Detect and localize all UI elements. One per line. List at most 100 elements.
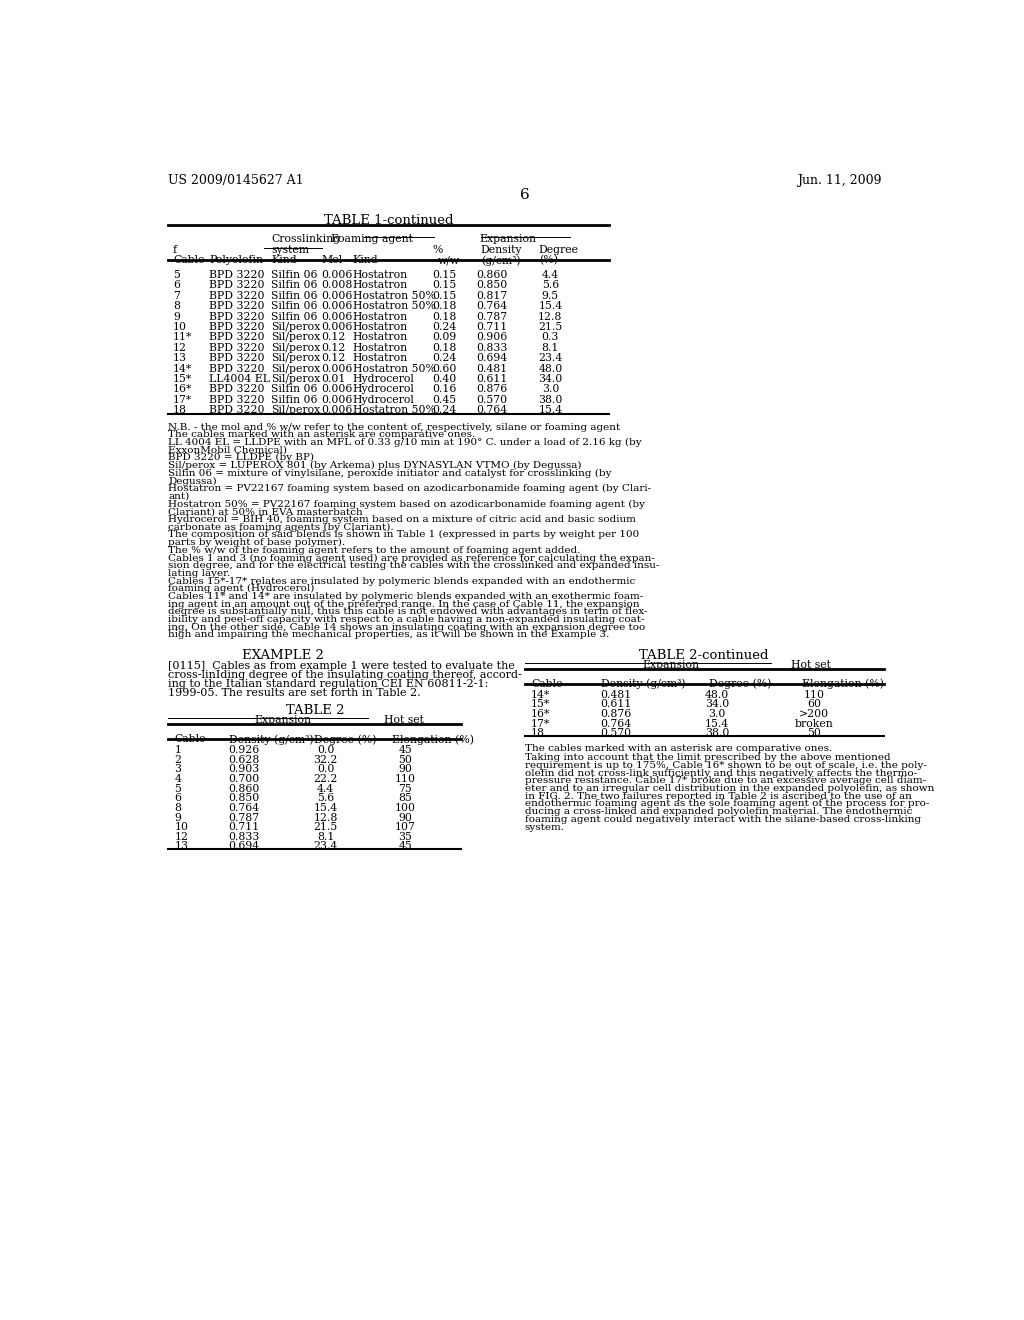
- Text: 8.1: 8.1: [542, 343, 559, 352]
- Text: 34.0: 34.0: [539, 374, 562, 384]
- Text: 0.60: 0.60: [432, 363, 457, 374]
- Text: The cables marked with an asterisk are comparative ones.: The cables marked with an asterisk are c…: [524, 744, 833, 752]
- Text: 0.45: 0.45: [432, 395, 457, 405]
- Text: Silfin 06: Silfin 06: [271, 301, 317, 312]
- Text: 12: 12: [174, 832, 188, 842]
- Text: 4.4: 4.4: [317, 784, 334, 793]
- Text: 0.926: 0.926: [228, 744, 260, 755]
- Text: 5: 5: [173, 271, 180, 280]
- Text: 10: 10: [173, 322, 187, 333]
- Text: Silfin 06: Silfin 06: [271, 290, 317, 301]
- Text: 23.4: 23.4: [313, 841, 338, 851]
- Text: 0.006: 0.006: [322, 363, 353, 374]
- Text: 15.4: 15.4: [539, 301, 562, 312]
- Text: 0.764: 0.764: [477, 405, 508, 416]
- Text: Hostatron: Hostatron: [352, 354, 408, 363]
- Text: pressure resistance. Cable 17* broke due to an excessive average cell diam-: pressure resistance. Cable 17* broke due…: [524, 776, 926, 785]
- Text: The composition of said blends is shown in Table 1 (expressed in parts by weight: The composition of said blends is shown …: [168, 531, 640, 540]
- Text: 9: 9: [174, 813, 181, 822]
- Text: 18: 18: [531, 729, 545, 738]
- Text: Degree (%): Degree (%): [710, 678, 772, 689]
- Text: BPD 3220: BPD 3220: [209, 333, 265, 342]
- Text: 100: 100: [395, 803, 416, 813]
- Text: 0.694: 0.694: [228, 841, 260, 851]
- Text: 0.0: 0.0: [317, 764, 334, 775]
- Text: 0.764: 0.764: [601, 718, 632, 729]
- Text: ing. On the other side, Cable 14 shows an insulating coating with an expansion d: ing. On the other side, Cable 14 shows a…: [168, 623, 645, 632]
- Text: ing to the Italian standard regulation CEI EN 60811-2-1:: ing to the Italian standard regulation C…: [168, 678, 488, 689]
- Text: BPD 3220 = LLDPE (by BP): BPD 3220 = LLDPE (by BP): [168, 453, 314, 462]
- Text: 0.876: 0.876: [601, 709, 632, 719]
- Text: 38.0: 38.0: [539, 395, 562, 405]
- Text: Hostatron: Hostatron: [352, 333, 408, 342]
- Text: Hydrocerol: Hydrocerol: [352, 384, 415, 395]
- Text: Silfin 06: Silfin 06: [271, 384, 317, 395]
- Text: Hot set: Hot set: [791, 660, 830, 669]
- Text: 0.16: 0.16: [432, 384, 457, 395]
- Text: Hot set: Hot set: [384, 715, 424, 725]
- Text: 2: 2: [174, 755, 181, 764]
- Text: 90: 90: [398, 813, 413, 822]
- Text: Density: Density: [480, 244, 522, 255]
- Text: 0.764: 0.764: [477, 301, 508, 312]
- Text: Hostatron 50% = PV22167 foaming system based on azodicarbonamide foaming agent (: Hostatron 50% = PV22167 foaming system b…: [168, 499, 645, 508]
- Text: LL4004 EL: LL4004 EL: [209, 374, 270, 384]
- Text: 0.006: 0.006: [322, 290, 353, 301]
- Text: 0.611: 0.611: [476, 374, 508, 384]
- Text: ExxonMobil Chemical): ExxonMobil Chemical): [168, 446, 288, 454]
- Text: 8: 8: [173, 301, 180, 312]
- Text: 0.006: 0.006: [322, 322, 353, 333]
- Text: 0.850: 0.850: [228, 793, 260, 804]
- Text: Hydrocerol = BIH 40, foaming system based on a mixture of citric acid and basic : Hydrocerol = BIH 40, foaming system base…: [168, 515, 636, 524]
- Text: endothermic foaming agent as the sole foaming agent of the process for pro-: endothermic foaming agent as the sole fo…: [524, 800, 929, 808]
- Text: Silfin 06: Silfin 06: [271, 395, 317, 405]
- Text: foaming agent could negatively interact with the silane-based cross-linking: foaming agent could negatively interact …: [524, 814, 921, 824]
- Text: eter and to an irregular cell distribution in the expanded polyolefin, as shown: eter and to an irregular cell distributi…: [524, 784, 934, 793]
- Text: 13: 13: [174, 841, 188, 851]
- Text: 18: 18: [173, 405, 187, 416]
- Text: Hostatron 50%: Hostatron 50%: [352, 363, 435, 374]
- Text: Sil/perox: Sil/perox: [271, 405, 321, 416]
- Text: Cables 1 and 3 (no foaming agent used) are provided as reference for calculating: Cables 1 and 3 (no foaming agent used) a…: [168, 553, 655, 562]
- Text: system: system: [271, 244, 309, 255]
- Text: 0.18: 0.18: [432, 343, 457, 352]
- Text: ing agent in an amount out of the preferred range. In the case of Cable 11, the : ing agent in an amount out of the prefer…: [168, 599, 640, 609]
- Text: 48.0: 48.0: [705, 689, 729, 700]
- Text: w/w: w/w: [438, 256, 460, 265]
- Text: 0.15: 0.15: [432, 271, 457, 280]
- Text: 0.006: 0.006: [322, 395, 353, 405]
- Text: Hostatron 50%: Hostatron 50%: [352, 290, 435, 301]
- Text: 0.006: 0.006: [322, 405, 353, 416]
- Text: 14*: 14*: [531, 689, 550, 700]
- Text: Silfin 06: Silfin 06: [271, 280, 317, 290]
- Text: 0.3: 0.3: [542, 333, 559, 342]
- Text: lating layer.: lating layer.: [168, 569, 230, 578]
- Text: Foaming agent: Foaming agent: [331, 234, 413, 244]
- Text: 15*: 15*: [173, 374, 193, 384]
- Text: 0.787: 0.787: [477, 312, 508, 322]
- Text: 0.006: 0.006: [322, 312, 353, 322]
- Text: 50: 50: [398, 755, 413, 764]
- Text: 0.833: 0.833: [476, 343, 508, 352]
- Text: Hostatron: Hostatron: [352, 322, 408, 333]
- Text: 60: 60: [807, 700, 821, 709]
- Text: 0.12: 0.12: [322, 333, 346, 342]
- Text: 0.850: 0.850: [476, 280, 508, 290]
- Text: sion degree, and for the electrical testing the cables with the crosslinked and : sion degree, and for the electrical test…: [168, 561, 659, 570]
- Text: 0.01: 0.01: [322, 374, 346, 384]
- Text: 9: 9: [173, 312, 180, 322]
- Text: 0.570: 0.570: [477, 395, 508, 405]
- Text: Hostatron = PV22167 foaming system based on azodicarbonamide foaming agent (by C: Hostatron = PV22167 foaming system based…: [168, 484, 651, 494]
- Text: N.B. - the mol and % w/w refer to the content of, respectively, silane or foamin: N.B. - the mol and % w/w refer to the co…: [168, 422, 621, 432]
- Text: [0115]  Cables as from example 1 were tested to evaluate the: [0115] Cables as from example 1 were tes…: [168, 661, 515, 671]
- Text: Sil/perox: Sil/perox: [271, 322, 321, 333]
- Text: BPD 3220: BPD 3220: [209, 280, 265, 290]
- Text: 16*: 16*: [531, 709, 550, 719]
- Text: (g/cm³): (g/cm³): [480, 256, 520, 267]
- Text: 50: 50: [807, 729, 821, 738]
- Text: BPD 3220: BPD 3220: [209, 301, 265, 312]
- Text: Density (g/cm³): Density (g/cm³): [228, 734, 313, 744]
- Text: 14*: 14*: [173, 363, 193, 374]
- Text: 0.694: 0.694: [477, 354, 508, 363]
- Text: 12: 12: [173, 343, 187, 352]
